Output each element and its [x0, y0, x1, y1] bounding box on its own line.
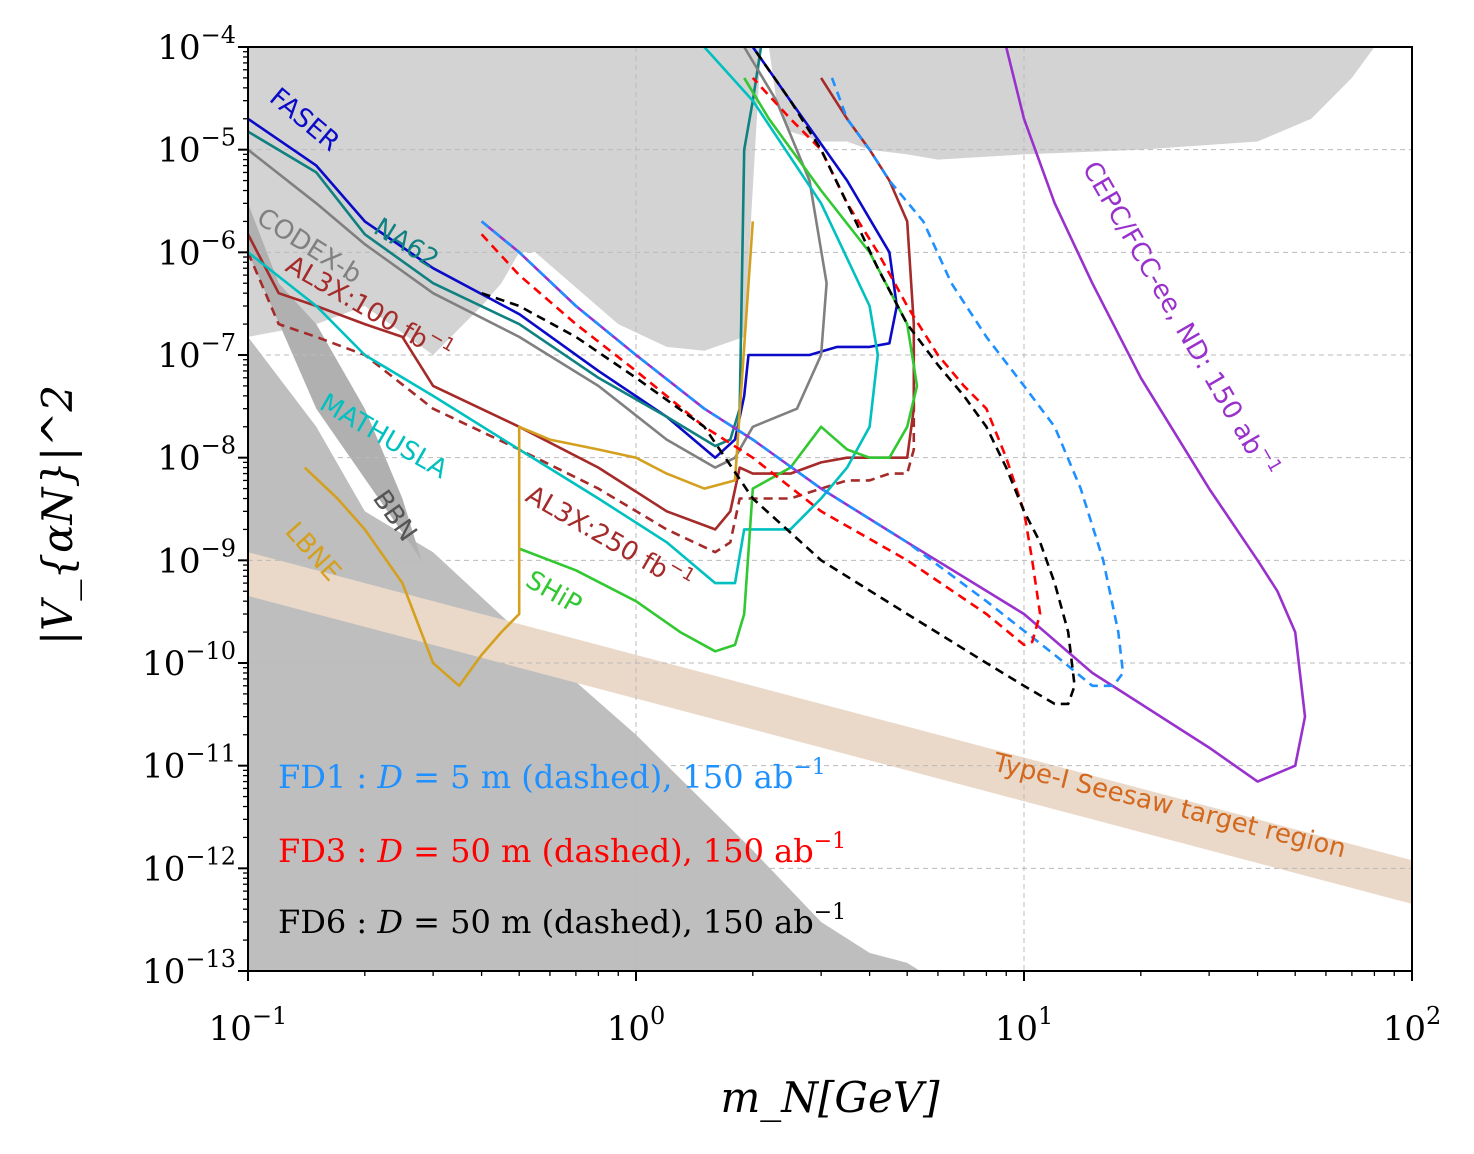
y-tick-label: 10−11: [142, 740, 236, 787]
plot-frame: [247, 46, 1413, 972]
y-axis-title: |V_{αN}|^2: [33, 385, 82, 645]
series-layer: [248, 47, 1307, 783]
series-faser: [248, 47, 899, 460]
x-axis-title: m_N[GeV]: [720, 1073, 940, 1122]
series-codex-b: [248, 47, 828, 469]
y-tick-label: 10−8: [157, 432, 236, 479]
legend-fd6: FD6 : D = 50 m (dashed), 150 ab−1: [278, 900, 846, 941]
series-mathusla: [248, 47, 880, 585]
y-tick-label: 10−12: [142, 842, 236, 889]
series-na62: [248, 47, 763, 448]
series-al3x-250: [248, 251, 916, 554]
legend-fd1: FD1 : D = 5 m (dashed), 150 ab−1: [278, 755, 826, 796]
seesaw-target-band: [248, 552, 1412, 904]
legend: FD1 : D = 5 m (dashed), 150 ab−1 FD3 : D…: [278, 755, 846, 941]
series-fd1: [480, 77, 1125, 688]
x-tick-label: 101: [995, 1002, 1054, 1049]
seesaw-band-layer: [248, 552, 1412, 904]
y-tick-label: 10−10: [142, 637, 236, 684]
y-tick-label: 10−4: [157, 21, 236, 68]
excluded-regions: [248, 47, 1412, 971]
y-tick-label: 10−13: [142, 945, 236, 992]
region-excluded-lower-left: [248, 336, 921, 971]
y-tick-label: 10−9: [157, 534, 236, 581]
y-tick-label: 10−5: [157, 124, 236, 171]
ticks: [238, 46, 1413, 981]
region-excluded-upper: [248, 47, 1412, 355]
series-lbne: [303, 221, 755, 688]
x-tick-label: 100: [607, 1002, 666, 1049]
region-bbn: [248, 203, 422, 561]
grid: [248, 47, 1412, 971]
y-tick-label: 10−6: [157, 226, 236, 273]
x-tick-label: 102: [1383, 1002, 1442, 1049]
legend-fd3: FD3 : D = 50 m (dashed), 150 ab−1: [278, 829, 846, 870]
tick-labels: 10−1 100 101 102 10−4 10−5 10−6 10−7 10−8 10−9 10−…: [142, 21, 1441, 1049]
x-tick-label: 10−1: [209, 1002, 288, 1049]
y-tick-label: 10−7: [157, 329, 236, 376]
series-fd6: [481, 47, 1076, 706]
